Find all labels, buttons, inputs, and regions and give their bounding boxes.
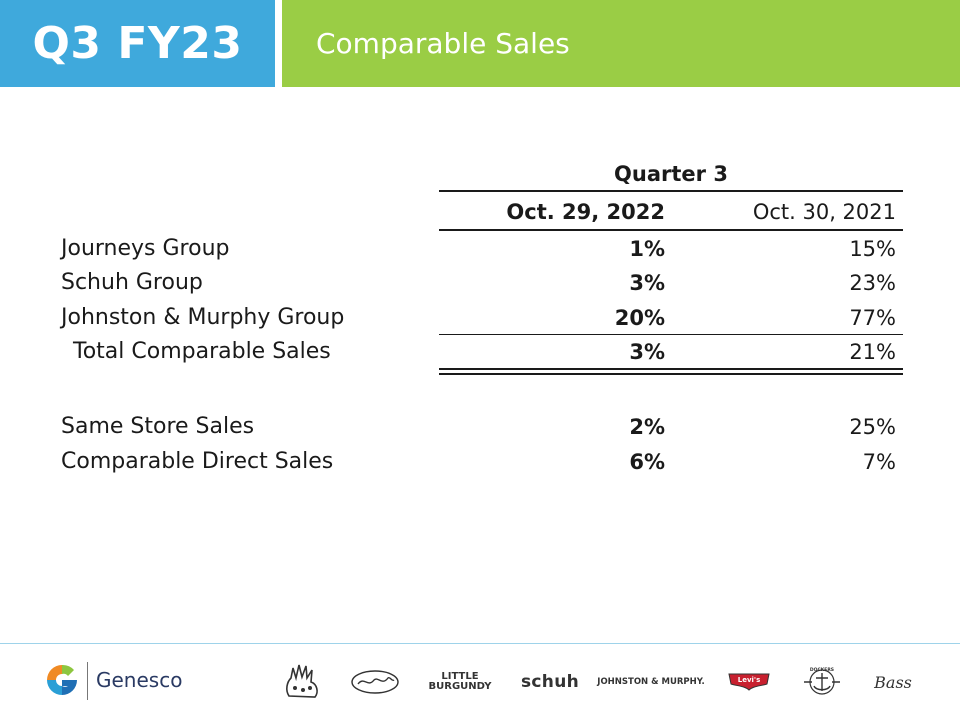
little-burgundy-logo: LITTLE BURGUNDY bbox=[428, 668, 492, 696]
slide-title: Comparable Sales bbox=[282, 0, 960, 87]
column-header-prior: Oct. 30, 2021 bbox=[752, 200, 896, 224]
current-value: 3% bbox=[629, 340, 665, 364]
levis-logo: Levi's bbox=[727, 668, 771, 696]
journeys-kidz-hand-logo-icon bbox=[286, 664, 318, 698]
current-value: 6% bbox=[629, 450, 665, 474]
little-burgundy-line1: LITTLE bbox=[441, 671, 479, 682]
prior-value: 15% bbox=[849, 237, 896, 261]
genesco-logo-icon bbox=[47, 664, 77, 695]
row-label: Schuh Group bbox=[61, 270, 203, 295]
little-burgundy-line2: BURGUNDY bbox=[428, 681, 492, 692]
prior-value: 25% bbox=[849, 415, 896, 439]
levis-batwing-icon: Levi's bbox=[728, 673, 770, 691]
logo-divider bbox=[87, 662, 88, 700]
row-label: Johnston & Murphy Group bbox=[61, 305, 345, 330]
svg-text:Levi's: Levi's bbox=[738, 676, 760, 684]
header-divider bbox=[275, 0, 282, 87]
bass-logo: Bass bbox=[874, 672, 912, 692]
footer-divider bbox=[0, 643, 960, 644]
svg-text:DOCKERS: DOCKERS bbox=[810, 667, 834, 673]
prior-value: 21% bbox=[849, 340, 896, 364]
current-value: 20% bbox=[614, 306, 665, 330]
table-row-total: Total Comparable Sales 3% 21% bbox=[0, 335, 960, 369]
row-label: Same Store Sales bbox=[61, 414, 255, 439]
table-row: Same Store Sales 2% 25% bbox=[0, 410, 960, 444]
current-value: 3% bbox=[629, 271, 665, 295]
prior-value: 23% bbox=[849, 271, 896, 295]
dockers-logo: DOCKERS bbox=[800, 667, 844, 696]
row-label: Comparable Direct Sales bbox=[61, 449, 334, 474]
dockers-anchor-icon: DOCKERS bbox=[804, 667, 840, 695]
schuh-logo: schuh bbox=[521, 672, 580, 692]
period-banner: Q3 FY23 bbox=[0, 0, 275, 87]
current-value: 1% bbox=[629, 237, 665, 261]
current-value: 2% bbox=[629, 415, 665, 439]
comparable-sales-table: Quarter 3 Oct. 29, 2022 Oct. 30, 2021 Jo… bbox=[0, 158, 960, 479]
subtotal-rule bbox=[439, 334, 903, 335]
column-header-current: Oct. 29, 2022 bbox=[506, 200, 665, 224]
prior-value: 77% bbox=[849, 306, 896, 330]
journeys-script-logo-icon bbox=[351, 670, 399, 694]
header-rule bbox=[439, 229, 903, 231]
row-label: Total Comparable Sales bbox=[73, 339, 331, 364]
table-row: Journeys Group 1% 15% bbox=[0, 232, 960, 266]
table-row: Johnston & Murphy Group 20% 77% bbox=[0, 301, 960, 335]
company-name: Genesco bbox=[96, 668, 183, 692]
table-row: Comparable Direct Sales 6% 7% bbox=[0, 445, 960, 479]
slide-header: Q3 FY23 Comparable Sales bbox=[0, 0, 960, 87]
johnston-murphy-logo: JOHNSTON & MURPHY. bbox=[597, 677, 705, 687]
quarter-header: Quarter 3 bbox=[439, 158, 903, 192]
total-double-rule bbox=[439, 368, 903, 375]
table-row: Schuh Group 3% 23% bbox=[0, 266, 960, 300]
row-label: Journeys Group bbox=[61, 236, 230, 261]
prior-value: 7% bbox=[862, 450, 896, 474]
